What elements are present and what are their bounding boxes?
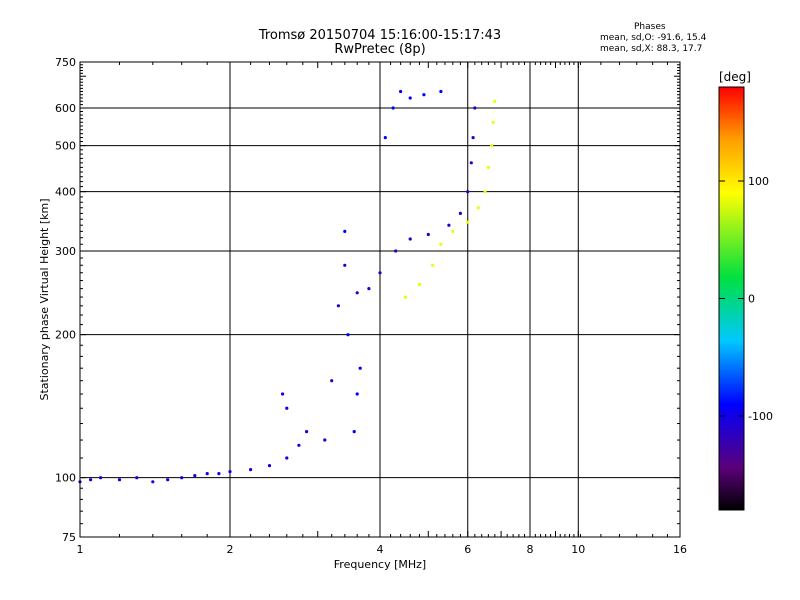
echo-point [281, 392, 285, 396]
echo-point [399, 89, 403, 94]
y-axis-title: Stationary phase Virtual Height [km] [38, 198, 51, 400]
echo-point [205, 472, 209, 476]
tick-labels: 1 2 4 6 8 10 16 75 100 200 300 400 500 600 750 Frequenc… [38, 56, 687, 571]
y-tick-label: 100 [55, 472, 76, 485]
echo-point [431, 263, 435, 267]
echo-point [466, 190, 470, 194]
echo-point [135, 476, 139, 480]
echo-point [193, 474, 197, 478]
phase-stats-x: mean, sd,X: 88.3, 17.7 [600, 44, 703, 54]
echo-point [486, 165, 490, 169]
echo-point [458, 211, 462, 215]
echo-point [217, 472, 221, 476]
echo-point [99, 476, 103, 480]
echo-point [439, 89, 443, 94]
echo-point [476, 206, 480, 210]
echo-point [336, 304, 340, 308]
chart-title: Tromsø 20150704 15:16:00-15:17:43 [258, 28, 502, 43]
y-tick-label: 75 [62, 531, 76, 544]
echo-point [422, 93, 426, 97]
echo-point [117, 478, 122, 482]
echo-point [285, 456, 289, 460]
echo-point [391, 106, 395, 110]
colorbar-tick-label: 0 [748, 293, 755, 306]
echo-point [383, 136, 387, 140]
echo-point [355, 392, 359, 396]
echo-point [330, 379, 334, 383]
echo-point [378, 271, 382, 275]
y-tick-label: 750 [55, 56, 76, 69]
x-tick-label: 4 [377, 543, 384, 556]
x-tick-label: 10 [571, 543, 585, 556]
x-tick-label: 1 [77, 543, 84, 556]
y-tick-label: 200 [55, 329, 76, 342]
phase-stats-heading: Phases [634, 22, 666, 32]
echo-point [355, 291, 359, 295]
y-tick-label: 500 [55, 140, 76, 153]
echo-point [228, 470, 232, 474]
echo-point [89, 478, 93, 482]
echo-point [323, 438, 327, 442]
echo-point [466, 220, 470, 224]
echo-point [166, 478, 170, 482]
echo-point [249, 468, 253, 472]
x-tick-label: 8 [527, 543, 534, 556]
y-tick-label: 300 [55, 245, 76, 258]
echo-point [394, 249, 398, 253]
echo-point [358, 366, 362, 370]
echo-point [469, 161, 473, 165]
echo-point [417, 282, 422, 287]
colorbar-tick-label: -100 [748, 410, 773, 423]
y-tick-label: 600 [55, 102, 76, 115]
scatter-points [78, 89, 497, 484]
echo-point [285, 406, 289, 410]
phase-stats: Phases mean, sd,O: -91.6, 15.4 mean, sd,… [600, 22, 790, 55]
chart-subtitle: RwPretec (8p) [334, 42, 426, 57]
echo-point [151, 480, 155, 484]
axes-frame [79, 61, 681, 538]
echo-point [426, 232, 430, 237]
phase-colorbar: 100 0 -100 [718, 86, 773, 511]
echo-point [180, 476, 184, 480]
colorbar-tick-label: 100 [748, 175, 769, 188]
echo-point [491, 120, 495, 124]
echo-point [493, 99, 497, 103]
x-tick-label: 16 [673, 543, 687, 556]
echo-point [403, 295, 408, 299]
grid-layer [80, 62, 680, 537]
echo-point [408, 96, 412, 100]
echo-point [490, 144, 494, 148]
echo-point [267, 464, 272, 468]
x-axis-title: Frequency [MHz] [334, 558, 426, 571]
phase-stats-o: mean, sd,O: -91.6, 15.4 [600, 33, 707, 43]
echo-point [483, 190, 487, 194]
echo-point [367, 287, 371, 291]
echo-point [439, 242, 443, 246]
colorbar-unit-label: [deg] [719, 70, 751, 84]
echo-point [352, 430, 356, 434]
echo-point [297, 443, 301, 447]
x-tick-label: 6 [464, 543, 471, 556]
echo-point [408, 237, 412, 241]
echo-point [473, 106, 477, 110]
y-tick-label: 400 [55, 186, 76, 199]
echo-point [471, 136, 475, 140]
echo-point [451, 229, 455, 233]
echo-point [346, 333, 350, 337]
echo-point [343, 263, 347, 267]
echo-point [343, 229, 347, 233]
echo-point [447, 223, 451, 227]
x-tick-label: 2 [227, 543, 234, 556]
echo-point [305, 430, 309, 434]
